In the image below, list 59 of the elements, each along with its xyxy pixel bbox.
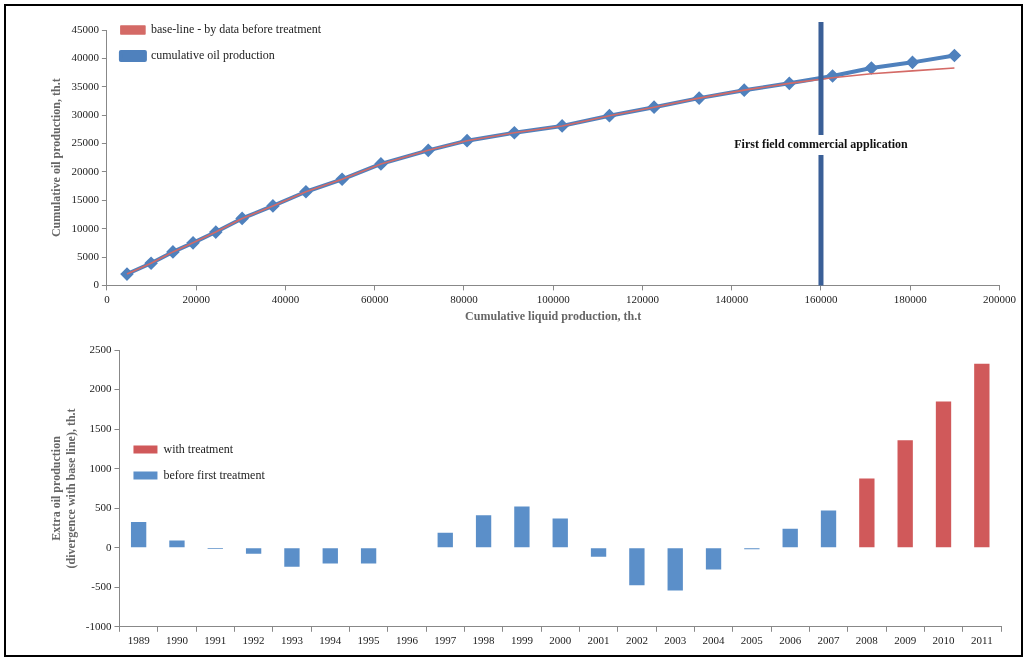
x-tick-label: 60000 xyxy=(360,292,389,305)
x-tick-label: 40000 xyxy=(271,292,300,305)
y-tick-label: 0 xyxy=(105,540,112,553)
x-tick-label: 2006 xyxy=(779,634,802,647)
y-tick-label: -1000 xyxy=(85,619,112,632)
y-tick-label: 0 xyxy=(93,278,100,291)
x-tick-label: 100000 xyxy=(536,292,571,305)
x-tick-label: 1998 xyxy=(472,634,496,647)
x-tick-label: 120000 xyxy=(625,292,660,305)
x-tick-label: 2004 xyxy=(702,634,726,647)
y-tick-label: 25000 xyxy=(71,136,100,149)
x-tick-label: 2005 xyxy=(740,634,764,647)
y-tick-label: 45000 xyxy=(71,22,100,35)
y-axis-title: Extra oil production (divergence with base line), th.t xyxy=(49,408,78,569)
ref-line-label: First field commercial application xyxy=(734,137,909,152)
x-tick-label: 2011 xyxy=(971,634,993,647)
x-tick-label: 1995 xyxy=(357,634,381,647)
x-tick-label: 2003 xyxy=(664,634,687,647)
y-tick-label: -500 xyxy=(91,580,112,593)
x-tick-label: 2002 xyxy=(625,634,648,647)
y-tick-label: 30000 xyxy=(71,108,100,121)
x-tick-label: 2009 xyxy=(894,634,917,647)
x-tick-label: 200000 xyxy=(983,292,1017,305)
y-tick-label: 35000 xyxy=(71,79,100,92)
x-tick-label: 2001 xyxy=(587,634,610,647)
y-tick-label: 20000 xyxy=(71,164,100,177)
x-tick-label: 1991 xyxy=(204,634,227,647)
legend-label: with treatment xyxy=(163,441,234,456)
y-tick-label: 500 xyxy=(94,501,112,514)
y-tick-label: 2500 xyxy=(89,342,112,355)
x-tick-label: 1994 xyxy=(319,634,342,647)
x-tick-label: 1990 xyxy=(165,634,189,647)
x-tick-label: 160000 xyxy=(804,292,838,305)
x-tick-label: 2010 xyxy=(932,634,956,647)
x-tick-label: 1997 xyxy=(434,634,457,647)
x-tick-label: 80000 xyxy=(450,292,479,305)
y-axis-title: Cumulative oil production, th.t xyxy=(49,78,64,238)
legend-label: before first treatment xyxy=(163,467,266,482)
x-tick-label: 1999 xyxy=(510,634,534,647)
y-tick-label: 40000 xyxy=(71,51,100,64)
x-tick-label: 1993 xyxy=(280,634,304,647)
y-tick-label: 1500 xyxy=(89,421,112,434)
y-tick-label: 10000 xyxy=(71,221,100,234)
x-tick-label: 180000 xyxy=(893,292,928,305)
x-tick-label: 1989 xyxy=(127,634,151,647)
x-tick-label: 20000 xyxy=(182,292,211,305)
x-tick-label: 2007 xyxy=(817,634,841,647)
y-tick-label: 5000 xyxy=(76,249,100,262)
y-tick-label: 1000 xyxy=(89,461,112,474)
x-tick-label: 140000 xyxy=(715,292,749,305)
x-tick-label: 2000 xyxy=(549,634,572,647)
x-tick-label: 1992 xyxy=(242,634,265,647)
x-tick-label: 2008 xyxy=(855,634,879,647)
x-tick-label: 1996 xyxy=(395,634,419,647)
y-tick-label: 15000 xyxy=(71,193,100,206)
y-tick-label: 2000 xyxy=(89,382,112,395)
legend-label: base-line - by data before treatment xyxy=(150,22,322,37)
x-axis-title: Cumulative liquid production, th.t xyxy=(465,308,642,323)
legend-label: cumulative oil production xyxy=(150,48,275,63)
